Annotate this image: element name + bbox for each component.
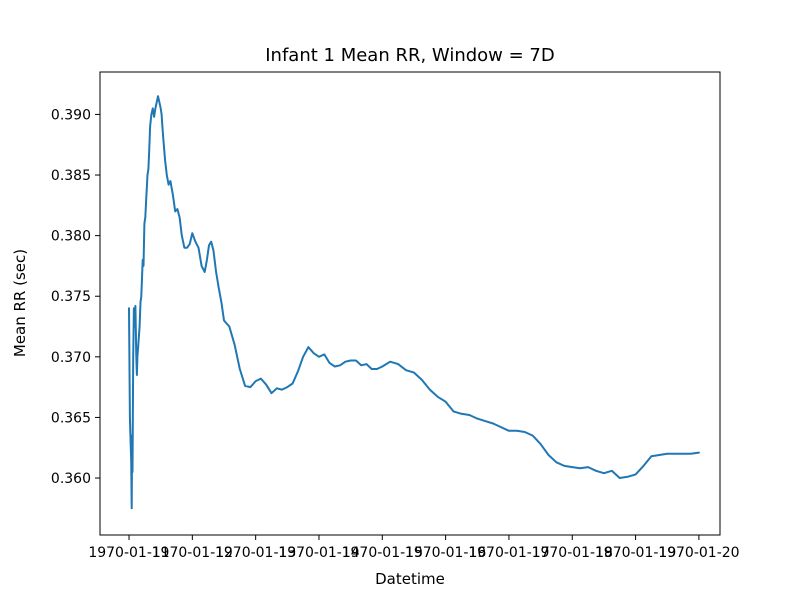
y-tick-label: 0.370 xyxy=(51,350,91,366)
y-tick-label: 0.360 xyxy=(51,471,91,487)
y-tick-label: 0.375 xyxy=(51,289,91,305)
x-tick-label: 1970-01-14 xyxy=(278,545,359,561)
x-tick-label: 1970-01-16 xyxy=(405,545,486,561)
y-tick-label: 0.380 xyxy=(51,229,91,245)
x-axis-label: Datetime xyxy=(375,570,445,588)
x-tick-label: 1970-01-18 xyxy=(532,545,613,561)
x-tick-label: 1970-01-19 xyxy=(595,545,676,561)
chart-title: Infant 1 Mean RR, Window = 7D xyxy=(265,45,554,66)
x-tick-label: 1970-01-13 xyxy=(215,545,296,561)
x-tick-label: 1970-01-12 xyxy=(152,545,233,561)
x-tick-label: 1970-01-20 xyxy=(658,545,739,561)
series-line xyxy=(128,95,700,510)
y-tick-label: 0.365 xyxy=(51,410,91,426)
y-axis-label: Mean RR (sec) xyxy=(11,249,29,357)
y-axis: 0.360 0.365 0.370 0.375 0.380 0.385 0.390 xyxy=(51,107,100,487)
x-tick-label: 1970-01-15 xyxy=(342,545,423,561)
y-tick-label: 0.390 xyxy=(51,107,91,123)
plot-area xyxy=(99,71,721,536)
x-tick-label: 1970-01-17 xyxy=(468,545,549,561)
y-tick-label: 0.385 xyxy=(51,168,91,184)
x-tick-label: 1970-01-11 xyxy=(88,545,169,561)
x-axis: 1970-01-111970-01-121970-01-131970-01-14… xyxy=(88,535,740,561)
